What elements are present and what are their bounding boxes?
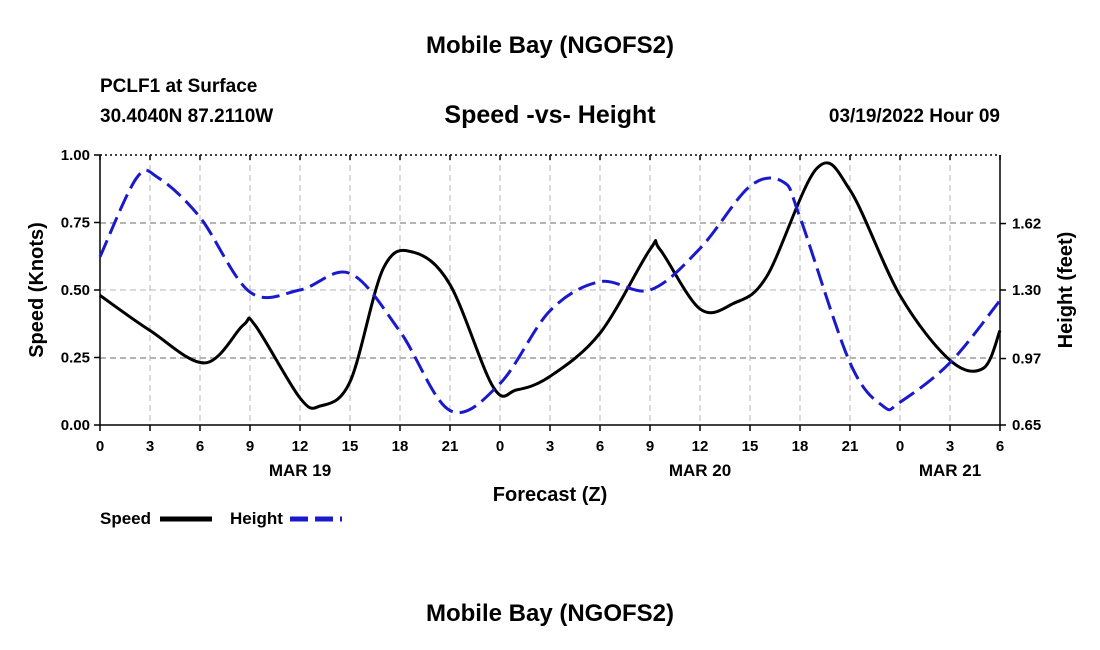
x-tick-label: 12 (292, 438, 309, 455)
series-line-speed (99, 161, 1002, 410)
forecast-timestamp: 03/19/2022 Hour 09 (828, 106, 1000, 127)
x-tick-label: 0 (896, 438, 904, 455)
x-tick-label: 15 (742, 438, 759, 455)
x-tick-label: 9 (246, 438, 254, 455)
chart-title: Speed -vs- Height (444, 101, 656, 129)
bottom-title: Mobile Bay (NGOFS2) (425, 600, 675, 627)
y2-tick-label: 0.97 (1012, 351, 1041, 368)
x-tick-label: 6 (996, 438, 1004, 455)
y-tick-label: 0.50 (61, 282, 90, 299)
y2-axis-title: Height (feet) (1055, 232, 1077, 349)
y2-tick-label: 1.62 (1012, 216, 1041, 233)
y2-tick-label: 0.65 (1012, 417, 1041, 434)
y2-tick-label: 1.30 (1012, 282, 1041, 299)
x-tick-label: 3 (146, 438, 154, 455)
y-axis-title: Speed (Knots) (26, 222, 48, 358)
x-tick-label: 9 (646, 438, 654, 455)
x-tick-label: 6 (596, 438, 604, 455)
legend-label-speed: Speed (100, 509, 151, 528)
x-tick-label: 0 (496, 438, 504, 455)
x-tick-label: 0 (96, 438, 104, 455)
y-tick-label: 1.00 (61, 147, 90, 164)
station-coords: 30.4040N 87.2110W (100, 106, 274, 127)
y-tick-label: 0.75 (61, 215, 90, 232)
y-tick-label: 0.25 (61, 350, 90, 367)
legend-label-height: Height (230, 509, 283, 528)
date-label: MAR 19 (269, 461, 331, 480)
x-tick-label: 18 (392, 438, 409, 455)
x-tick-label: 15 (342, 438, 359, 455)
x-tick-label: 21 (442, 438, 459, 455)
x-tick-label: 18 (792, 438, 809, 455)
series-line-height (98, 168, 1002, 414)
x-tick-label: 21 (842, 438, 859, 455)
date-label: MAR 21 (919, 461, 981, 480)
station-label: PCLF1 at Surface (100, 76, 258, 97)
x-axis-title: Forecast (Z) (493, 484, 607, 506)
x-tick-label: 12 (692, 438, 709, 455)
date-label: MAR 20 (669, 461, 731, 480)
x-tick-label: 3 (546, 438, 554, 455)
x-tick-label: 6 (196, 438, 204, 455)
page-title: Mobile Bay (NGOFS2) (425, 32, 675, 59)
x-tick-label: 3 (946, 438, 954, 455)
y-tick-label: 0.00 (61, 417, 90, 434)
